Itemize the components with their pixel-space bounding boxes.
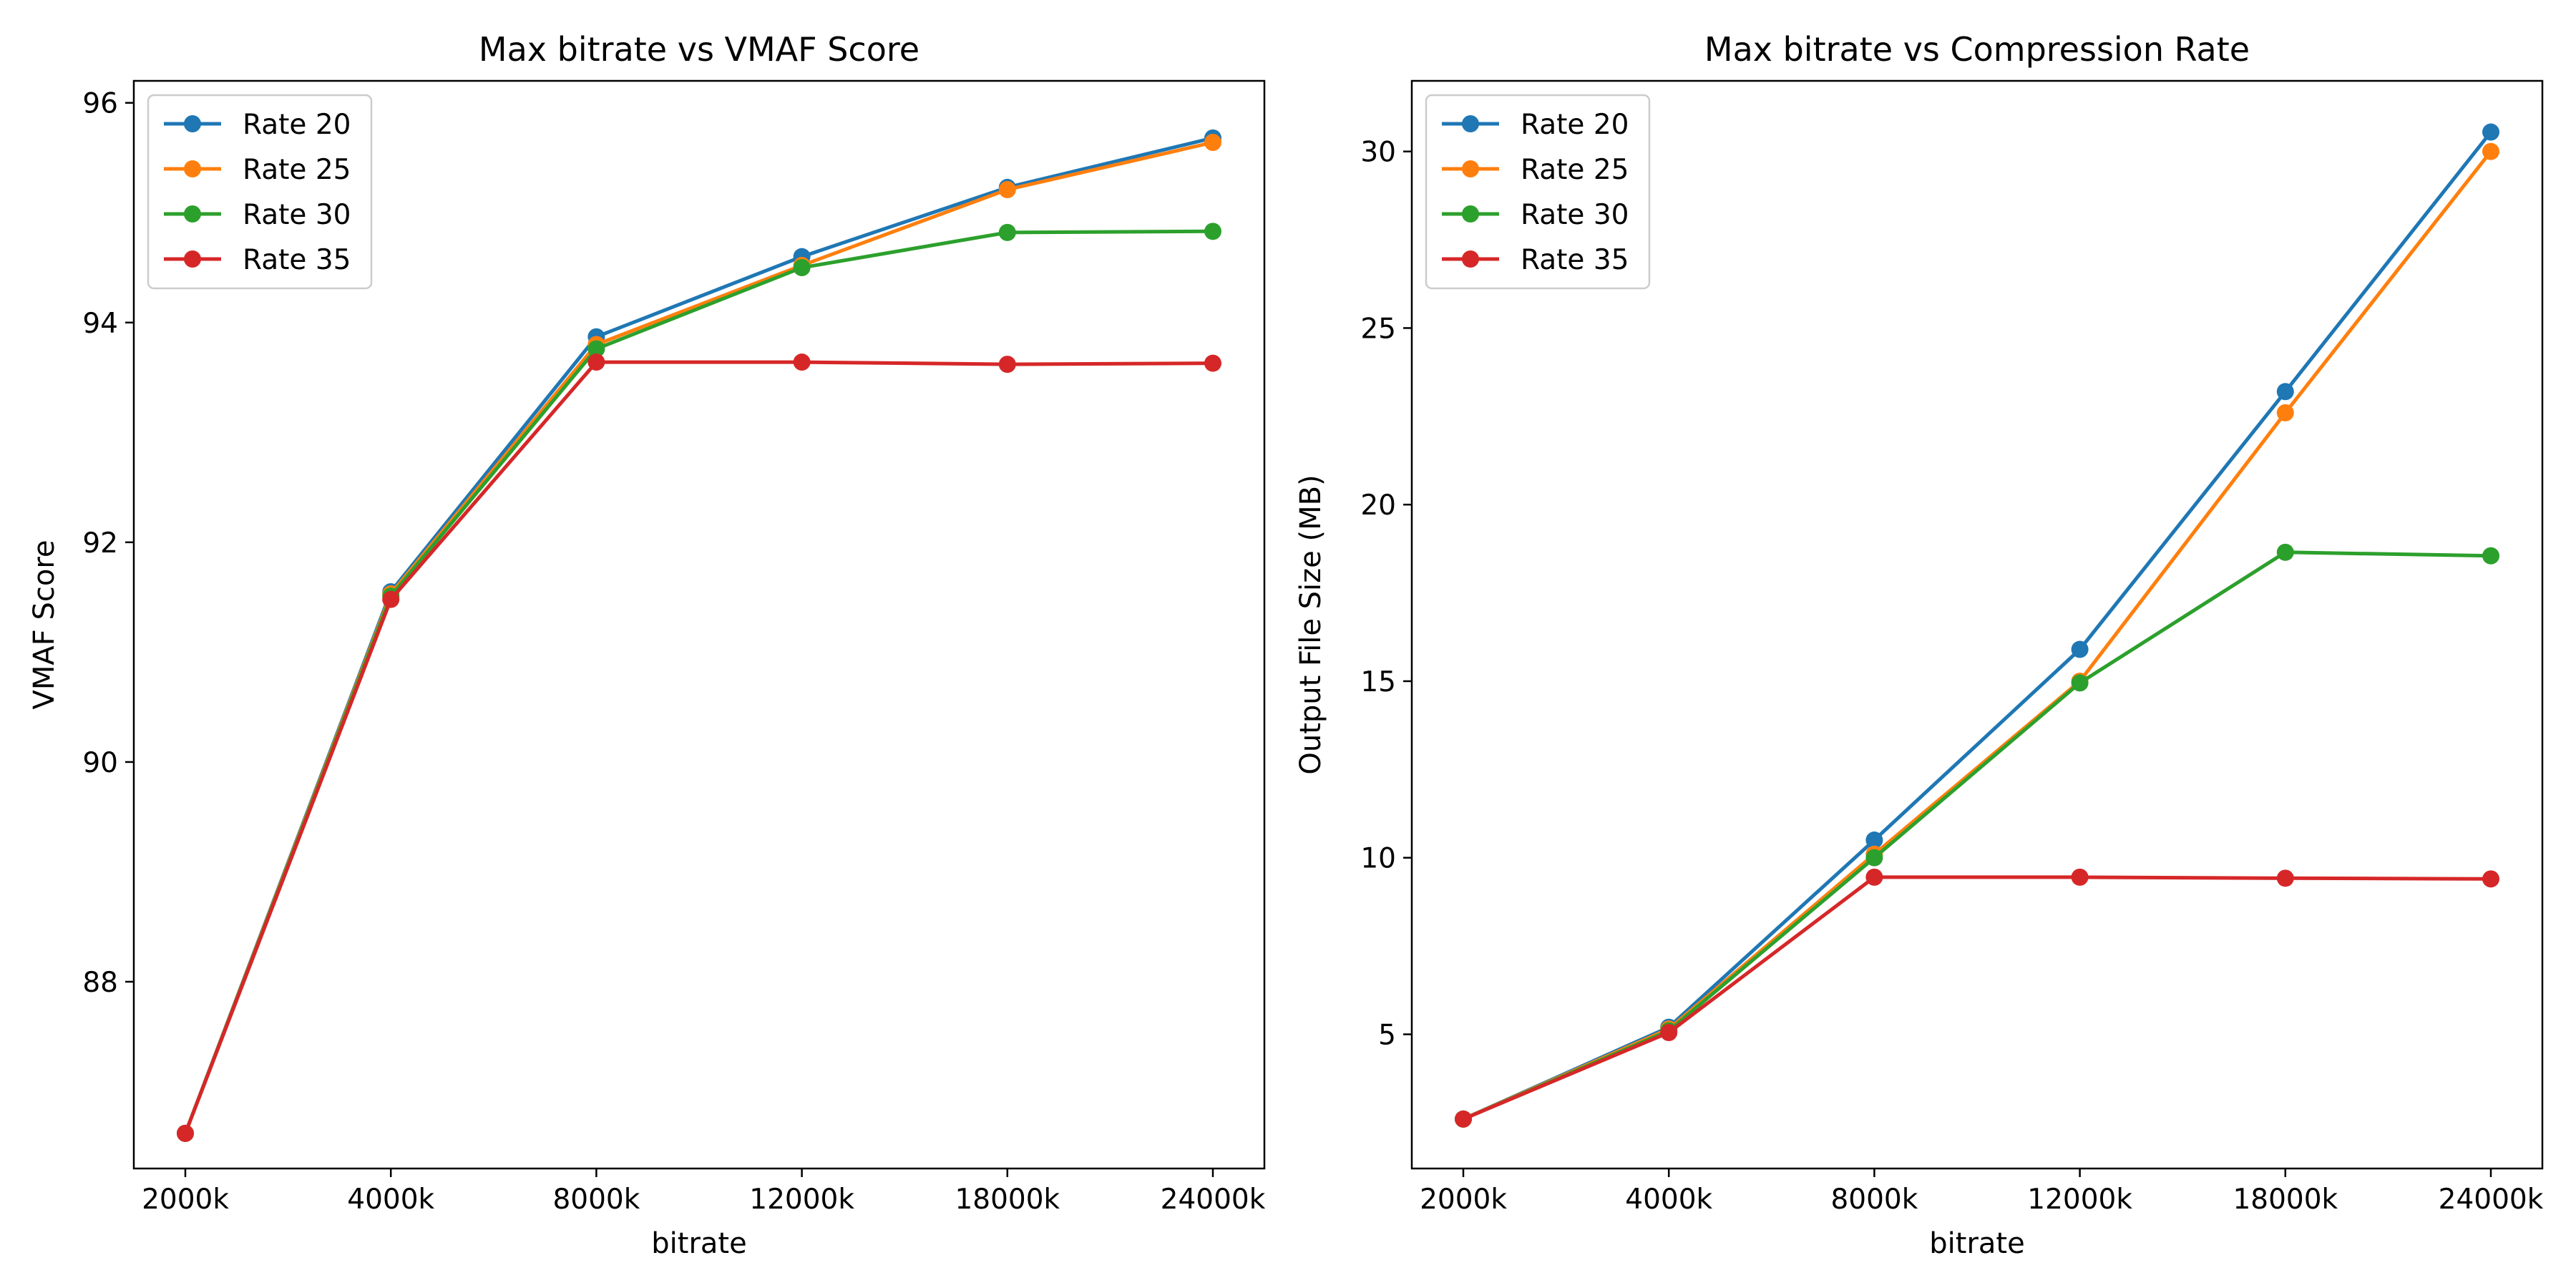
data-point <box>998 181 1016 198</box>
y-tick-label: 94 <box>82 308 118 340</box>
legend-swatch-marker <box>184 250 201 268</box>
y-tick-label: 5 <box>1378 1019 1396 1051</box>
data-point <box>2482 547 2499 565</box>
legend-box <box>1425 94 1651 290</box>
x-tick-label: 2000k <box>1420 1184 1507 1216</box>
data-point <box>793 259 811 277</box>
series-line <box>1462 150 2492 1121</box>
x-tick-label: 2000k <box>142 1184 229 1216</box>
series-rate-30 <box>1455 543 2499 1128</box>
legend-label: Rate 25 <box>243 154 351 186</box>
y-tick-label: 10 <box>1360 843 1396 875</box>
legend-box <box>147 94 373 290</box>
series-line <box>1463 875 2492 1121</box>
legend: Rate 20 Rate 25 Rate 30 Rate 35 <box>147 94 373 290</box>
x-tick-label: 8000k <box>552 1184 640 1216</box>
compression-chart-panel: Max bitrate vs Compression Rate 2000k 4000… <box>1294 30 2544 1260</box>
series-rate-35 <box>1455 868 2499 1128</box>
data-point <box>1865 831 1883 849</box>
legend-label: Rate 35 <box>243 244 351 276</box>
data-point <box>1455 1110 1472 1128</box>
legend: Rate 20 Rate 25 Rate 30 Rate 35 <box>1425 94 1651 290</box>
series-line <box>183 140 1214 1134</box>
series-rate-35 <box>177 353 1221 1142</box>
x-tick-label: 24000k <box>1161 1184 1266 1216</box>
data-point <box>2482 870 2499 888</box>
legend-swatch-marker <box>184 205 201 223</box>
x-tick-label: 24000k <box>2439 1184 2544 1216</box>
axes-frame <box>132 79 1266 1170</box>
data-point <box>998 356 1016 374</box>
data-point <box>587 340 605 358</box>
legend-label: Rate 30 <box>243 199 351 231</box>
legend-label: Rate 20 <box>243 109 351 141</box>
x-tick-label: 12000k <box>2027 1184 2132 1216</box>
legend-swatch-marker <box>1462 205 1479 223</box>
chart-title: Max bitrate vs VMAF Score <box>479 30 919 69</box>
data-point <box>2276 404 2294 421</box>
data-point <box>1204 354 1221 372</box>
data-point <box>1204 223 1221 240</box>
x-tick-label: 8000k <box>1830 1184 1918 1216</box>
series-line <box>183 360 1214 1134</box>
data-point <box>2071 674 2089 692</box>
legend-swatch-marker <box>1462 250 1479 268</box>
chart-title: Max bitrate vs Compression Rate <box>1704 30 2250 69</box>
y-tick-label: 88 <box>82 967 118 999</box>
y-tick-label: 15 <box>1360 666 1396 698</box>
legend-swatch-marker <box>1462 160 1479 177</box>
x-tick-label: 18000k <box>955 1184 1060 1216</box>
legend-swatch-marker <box>1462 115 1479 132</box>
y-axis-label: Output File Size (MB) <box>1294 474 1327 774</box>
data-point <box>1865 868 1883 886</box>
data-point <box>793 353 811 371</box>
legend-swatch-marker <box>184 115 201 132</box>
series-rate-25 <box>1455 142 2499 1128</box>
axes-frame <box>1410 79 2544 1170</box>
data-point <box>2276 869 2294 887</box>
series-line <box>183 229 1214 1134</box>
data-point <box>2071 640 2089 658</box>
y-axis-label: VMAF Score <box>28 540 61 710</box>
x-tick-label: 12000k <box>749 1184 854 1216</box>
x-tick-label: 4000k <box>347 1184 434 1216</box>
y-tick-label: 20 <box>1360 489 1396 522</box>
y-tick-label: 90 <box>82 747 118 779</box>
y-tick-label: 30 <box>1360 137 1396 169</box>
x-axis-label: bitrate <box>1929 1227 2024 1260</box>
data-point <box>587 353 605 371</box>
legend-label: Rate 25 <box>1521 154 1629 186</box>
x-axis-label: bitrate <box>651 1227 746 1260</box>
x-tick-label: 18000k <box>2233 1184 2338 1216</box>
data-point <box>1204 133 1221 151</box>
legend-label: Rate 30 <box>1521 199 1629 231</box>
data-point <box>1865 849 1883 867</box>
vmaf-chart-panel: Max bitrate vs VMAF Score 2000k 4000k 8000k… <box>28 30 1266 1260</box>
data-point <box>1660 1024 1678 1041</box>
data-point <box>177 1124 194 1142</box>
legend-swatch-marker <box>184 160 201 177</box>
legend-label: Rate 35 <box>1521 244 1629 276</box>
y-tick-label: 92 <box>82 527 118 560</box>
x-tick-label: 4000k <box>1625 1184 1712 1216</box>
data-point <box>2071 868 2089 886</box>
data-point <box>2276 383 2294 401</box>
data-point <box>998 223 1016 241</box>
data-point <box>2276 543 2294 561</box>
data-point <box>2482 142 2499 160</box>
legend-label: Rate 20 <box>1521 109 1629 141</box>
y-tick-label: 96 <box>82 88 118 120</box>
series-line <box>1463 550 2492 1121</box>
y-tick-label: 25 <box>1360 313 1396 345</box>
data-point <box>2482 123 2499 141</box>
data-point <box>382 590 400 608</box>
